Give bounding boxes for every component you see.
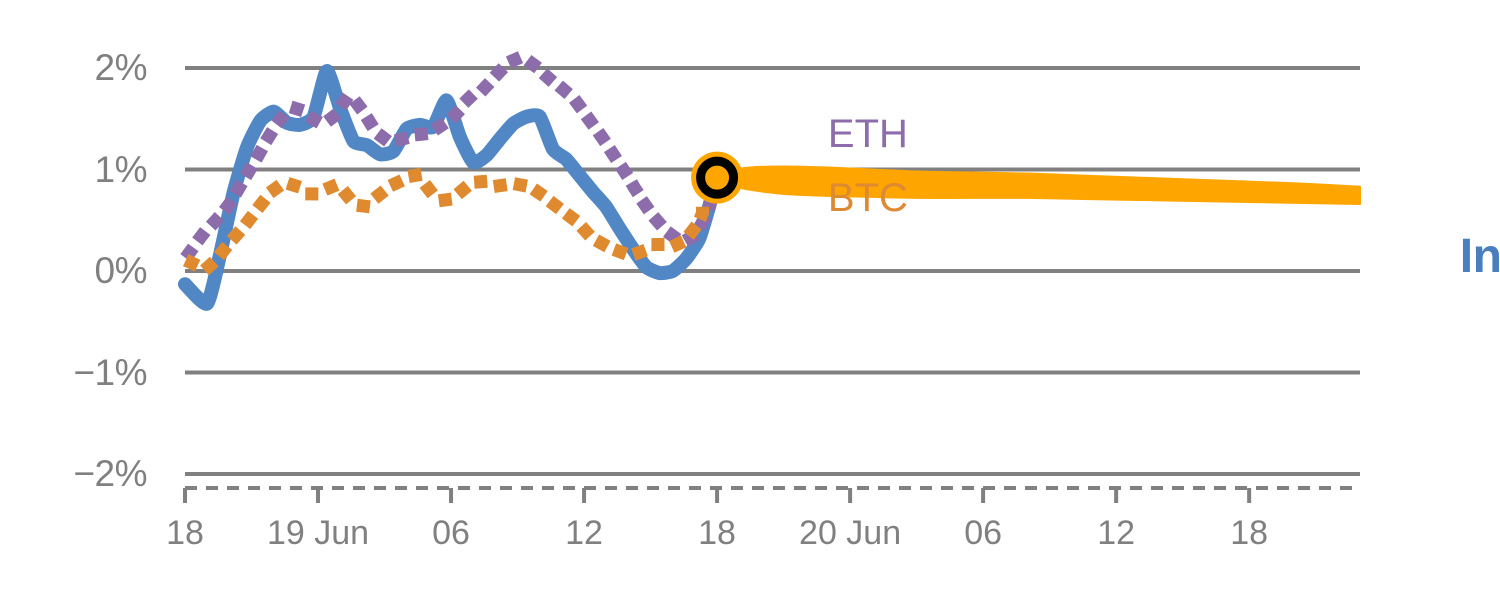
x-tick-label: 20 Jun	[799, 514, 902, 552]
index-series-label: Index	[1459, 229, 1500, 283]
y-tick-label: 1%	[94, 148, 148, 190]
x-tick-label: 12	[565, 514, 603, 552]
series-line-eth	[180, 51, 726, 262]
gridlines	[185, 66, 1360, 476]
x-tick-label: 18	[698, 514, 736, 552]
x-tick-label: 12	[1097, 514, 1136, 552]
marker-ring[interactable]	[696, 156, 739, 199]
x-tick-label: 19 Jun	[266, 514, 370, 552]
y-tick-label: 2%	[94, 47, 148, 88]
current-point-marker[interactable]	[691, 151, 744, 204]
y-tick-label: 0%	[94, 250, 148, 291]
x-tick-label: 18	[1230, 514, 1269, 552]
forecast-band	[716, 165, 1361, 206]
y-tick-label: −1%	[73, 351, 147, 393]
series-lines	[178, 51, 726, 311]
y-tick-label: −2%	[73, 453, 147, 494]
x-tick-label: 06	[964, 514, 1003, 552]
series-line-btc	[183, 168, 726, 276]
x-tick-label: 18	[166, 514, 204, 552]
x-tick-label: 06	[432, 514, 470, 552]
x-axis	[183, 486, 1360, 503]
eth-series-label: ETH	[827, 111, 908, 156]
btc-series-label: BTC	[827, 175, 908, 220]
index-forecast-band	[716, 165, 1361, 206]
